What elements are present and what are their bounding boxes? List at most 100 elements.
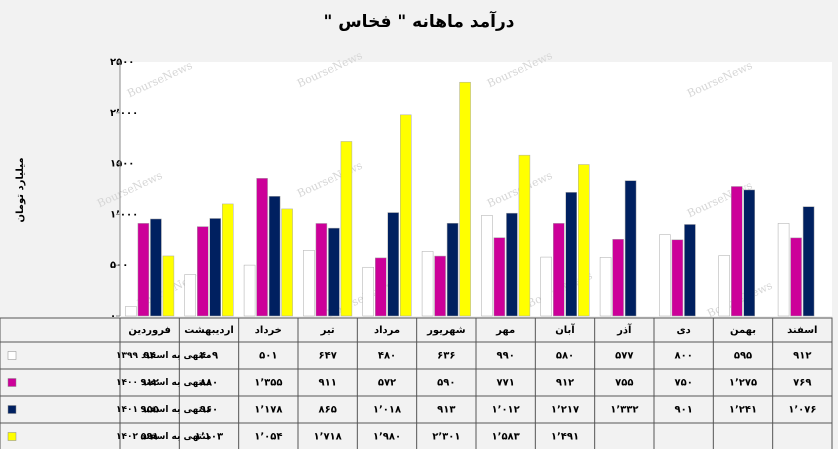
table-value: ۹۴ [144,351,156,362]
bar [459,81,471,317]
bar [599,257,612,317]
bar [184,274,196,317]
y-tick-label: ۲۵۰۰ [110,57,134,68]
table-value: ۶۴۷ [319,351,337,362]
table-value: ۵۹۱ [141,432,159,443]
bar [387,212,399,317]
bar [684,224,696,317]
table-value: ۱٬۱۰۳ [195,432,223,443]
table-value: ۵۹۵ [734,351,752,362]
table-value: ۵۷۷ [615,351,633,362]
table-value: ۵۰۱ [259,351,277,362]
bar [340,141,353,317]
table-value: ۱٬۰۱۲ [492,405,520,416]
x-tick-label: فروردین [128,325,171,336]
x-tick-label: اردیبهشت [184,325,234,336]
bar [162,255,175,317]
bar [506,212,518,317]
table-value: ۸۸۰ [200,378,218,389]
bar [315,223,328,317]
bar [125,306,137,317]
x-tick-label: دی [677,325,691,336]
legend-swatch [7,351,17,360]
legend-swatch [7,432,17,441]
table-value: ۱٬۰۷۶ [788,405,816,416]
bar [400,114,412,317]
bar [328,227,340,317]
table-value: ۱٬۲۴۱ [729,405,757,416]
legend-swatch [7,378,17,387]
y-tick-label: ۰ [110,311,116,322]
bar [268,196,281,317]
table-value: ۷۵۰ [675,378,693,389]
table-value: ۹۱۱ [319,378,337,389]
table-value: ۸۶۵ [319,405,337,416]
table-value: ۹۱۲ [556,378,574,389]
y-tick-label: ۱۵۰۰ [110,159,134,170]
bar [578,164,590,317]
bar [612,239,624,317]
table-value: ۸۰۰ [675,351,693,362]
table-value: ۹۱۲ [141,378,159,389]
bar [281,208,293,317]
table-value: ۱٬۷۱۸ [314,432,342,443]
table-value: ۵۸۰ [556,351,574,362]
x-tick-label: مرداد [374,325,400,336]
x-tick-label: اسفند [787,325,817,336]
bar [743,189,755,317]
table-value: ۷۵۵ [615,378,633,389]
bar [671,239,684,317]
bar [256,178,268,317]
bar [421,251,434,317]
table-value: ۶۳۶ [437,351,455,362]
table-value: ۲٬۳۰۱ [432,432,460,443]
table-value: ۹۱۳ [437,405,455,416]
x-tick-label: مهر [495,325,515,336]
chart-title: درآمد ماهانه " فخاس " [323,10,514,32]
legend-label: منتهی به اسفند ۱۴۰۰ [116,378,211,388]
table-value: ۱٬۳۳۲ [610,405,638,416]
table-value: ۱٬۲۱۷ [551,405,579,416]
table-value: ۹۹۰ [497,351,515,362]
bar [481,215,493,317]
bar [731,186,743,317]
x-tick-label: خرداد [255,325,282,336]
legend-label: منتهی به اسفند ۱۳۹۹ [116,351,211,361]
bar [553,223,565,317]
plot-area [120,62,832,316]
bar [518,154,531,317]
table-value: ۷۶۹ [793,378,811,389]
table-value: ۱٬۳۵۵ [254,378,282,389]
bar [659,234,671,317]
bar [446,222,459,317]
y-axis-label: میلیارد تومان [15,157,26,222]
y-tick-label: ۲٬۰۰۰ [110,108,138,119]
bar [540,256,552,317]
bar [150,218,162,317]
table-value: ۱٬۲۷۵ [729,378,757,389]
table-value: ۱٬۹۸۰ [373,432,401,443]
bar [777,223,790,317]
table-value: ۱٬۵۸۳ [492,432,520,443]
bar [493,237,506,317]
table-value: ۹۱۲ [793,351,811,362]
y-tick-label: ۱٬۰۰۰ [110,209,138,220]
bar [197,226,209,317]
legend-swatch [7,405,17,414]
table-value: ۹۶۰ [200,405,218,416]
table-value: ۱٬۰۵۴ [254,432,282,443]
table-value: ۵۷۲ [378,378,396,389]
bar [434,255,446,317]
bar [362,266,374,317]
table-value: ۹۰۱ [675,405,693,416]
bar [375,257,387,317]
table-value: ۴۸۰ [378,351,396,362]
x-tick-label: آذر [616,323,632,336]
x-tick-label: تیر [320,325,335,336]
bar [303,250,315,317]
bar [802,206,815,317]
bar [718,255,730,317]
legend-label: منتهی به اسفند ۱۴۰۱ [116,405,211,415]
table-value: ۴۰۹ [200,351,218,362]
